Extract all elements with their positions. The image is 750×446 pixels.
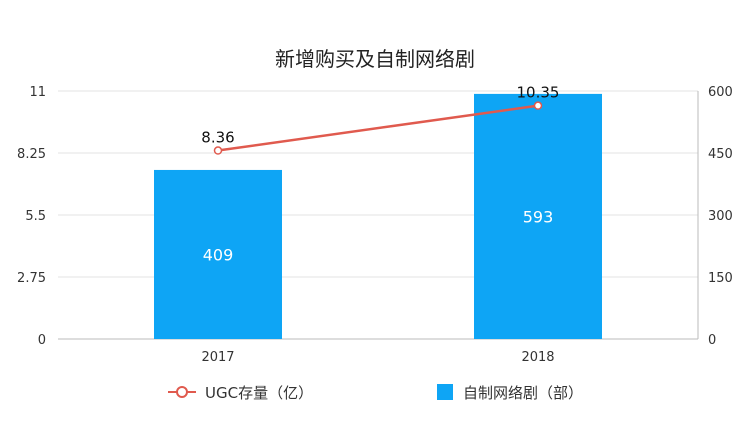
bar — [154, 169, 282, 339]
legend: UGC存量（亿） 自制网络剧（部） — [168, 384, 583, 402]
y-left-tick-label: 11 — [29, 85, 46, 100]
x-tick-label: 2017 — [201, 350, 234, 365]
line-data-label: 8.36 — [201, 129, 234, 147]
chart-title: 新增购买及自制网络剧 — [275, 47, 475, 71]
y-left-tick-label: 0 — [38, 333, 46, 348]
y-right-tick-label: 0 — [708, 333, 716, 348]
legend-label: 自制网络剧（部） — [463, 384, 583, 402]
y-right-tick-label: 150 — [708, 271, 733, 286]
y-right-tick-label: 600 — [708, 85, 733, 100]
legend-line-marker — [176, 386, 188, 398]
bar-series: 409 593 — [154, 93, 602, 339]
y-right-tick-label: 450 — [708, 147, 733, 162]
y-right-tick-label: 300 — [708, 209, 733, 224]
legend-label: UGC存量（亿） — [205, 384, 313, 402]
line-series: 8.36 10.35 — [201, 84, 560, 155]
bar-data-label: 593 — [523, 207, 554, 226]
line-path — [217, 104, 539, 152]
x-tick-label: 2018 — [521, 350, 554, 365]
bar-data-label: 409 — [203, 245, 234, 264]
axes: 0 0 2.75 150 5.5 300 8.25 450 11 600 2017 2018 — [17, 85, 733, 365]
line-data-label: 10.35 — [517, 84, 560, 102]
y-left-tick-label: 2.75 — [17, 271, 46, 286]
line-point — [533, 101, 543, 110]
y-left-tick-label: 5.5 — [25, 209, 46, 224]
legend-bar-swatch — [437, 384, 453, 400]
y-left-tick-label: 8.25 — [17, 147, 46, 162]
line-point — [213, 146, 223, 155]
bar — [474, 93, 602, 339]
